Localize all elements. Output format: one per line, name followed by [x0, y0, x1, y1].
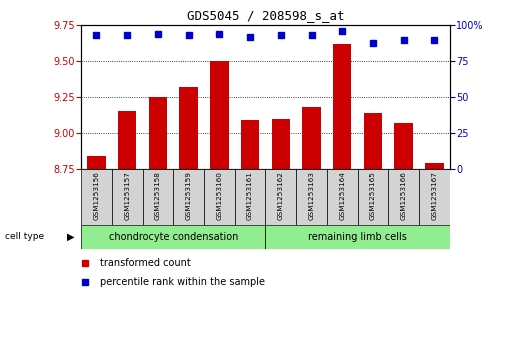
Bar	[266, 169, 296, 225]
Bar	[388, 169, 419, 225]
Bar	[81, 225, 266, 249]
Bar	[419, 169, 450, 225]
Bar	[87, 156, 106, 169]
Text: GSM1253159: GSM1253159	[186, 171, 191, 220]
Text: GSM1253160: GSM1253160	[217, 171, 222, 220]
Bar	[363, 113, 382, 169]
Bar	[204, 169, 235, 225]
Bar	[235, 169, 266, 225]
Bar	[112, 169, 142, 225]
Bar	[149, 97, 167, 169]
Text: GSM1253163: GSM1253163	[309, 171, 314, 220]
Text: cell type: cell type	[5, 232, 44, 241]
Text: GSM1253162: GSM1253162	[278, 171, 284, 220]
Bar	[173, 169, 204, 225]
Text: chondrocyte condensation: chondrocyte condensation	[109, 232, 238, 242]
Bar	[118, 111, 137, 169]
Bar	[266, 225, 450, 249]
Bar	[271, 119, 290, 169]
Text: GSM1253156: GSM1253156	[94, 171, 99, 220]
Text: GSM1253157: GSM1253157	[124, 171, 130, 220]
Bar	[425, 163, 444, 169]
Bar	[179, 87, 198, 169]
Bar	[241, 120, 259, 169]
Text: remaining limb cells: remaining limb cells	[308, 232, 407, 242]
Bar	[327, 169, 358, 225]
Text: GSM1253167: GSM1253167	[431, 171, 437, 220]
Bar	[81, 169, 112, 225]
Text: GSM1253164: GSM1253164	[339, 171, 345, 220]
Text: GDS5045 / 208598_s_at: GDS5045 / 208598_s_at	[187, 9, 344, 22]
Bar	[296, 169, 327, 225]
Text: GSM1253161: GSM1253161	[247, 171, 253, 220]
Text: GSM1253158: GSM1253158	[155, 171, 161, 220]
Bar	[302, 107, 321, 169]
Bar	[333, 44, 351, 169]
Text: GSM1253165: GSM1253165	[370, 171, 376, 220]
Text: GSM1253166: GSM1253166	[401, 171, 407, 220]
Bar	[394, 123, 413, 169]
Text: transformed count: transformed count	[99, 258, 190, 269]
Bar	[142, 169, 173, 225]
Text: ▶: ▶	[67, 232, 74, 242]
Bar	[358, 169, 388, 225]
Text: percentile rank within the sample: percentile rank within the sample	[99, 277, 265, 287]
Bar	[210, 61, 229, 169]
